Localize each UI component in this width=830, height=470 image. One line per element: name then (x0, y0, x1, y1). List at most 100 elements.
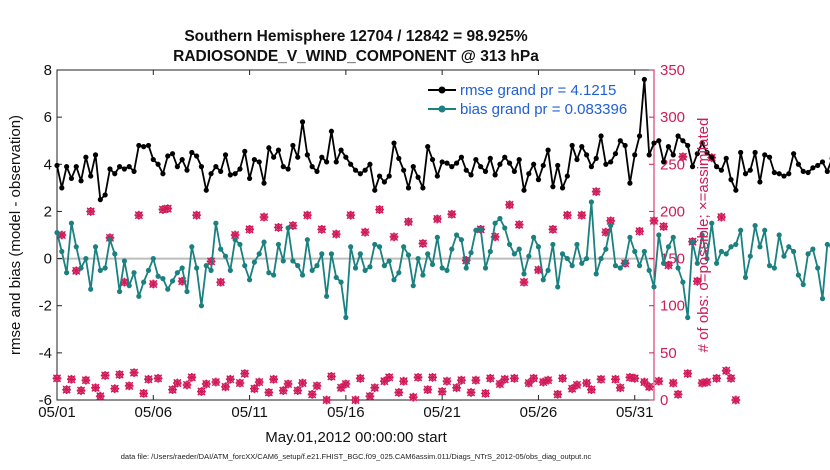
obs-assimilated-point (587, 385, 596, 395)
y-tick-label-right: 100 (660, 298, 685, 315)
rmse-point (824, 168, 830, 174)
obs-assimilated-point (538, 377, 548, 387)
bias-point (348, 244, 354, 250)
bias-point (165, 286, 171, 292)
x-axis-label: May.01,2012 00:00:00 start (265, 429, 447, 446)
obs-assimilated-point (490, 232, 500, 242)
bias-point (295, 263, 301, 269)
bias-point (73, 244, 79, 250)
bias-point (415, 255, 421, 262)
rmse-point (338, 147, 344, 153)
bias-point (280, 258, 286, 264)
rmse-point (213, 164, 219, 170)
rmse-point (54, 162, 60, 169)
obs-assimilated-point (649, 216, 659, 226)
obs-assimilated-point (404, 217, 413, 227)
rmse-point (598, 133, 604, 139)
bias-point (641, 248, 647, 255)
rmse-point (670, 152, 676, 158)
bias-point (136, 293, 142, 299)
rmse-point (261, 180, 267, 186)
rmse-point (675, 133, 681, 139)
bias-point (564, 255, 570, 262)
bias-point (603, 246, 609, 252)
rmse-point (348, 161, 354, 167)
rmse-point (444, 160, 450, 166)
bias-point (540, 277, 546, 283)
obs-assimilated-point (731, 395, 741, 405)
obs-assimilated-point (163, 204, 173, 213)
rmse-point (564, 173, 570, 179)
bias-point (694, 260, 700, 266)
obs-assimilated-point (278, 386, 288, 395)
rmse-point (266, 145, 272, 151)
rmse-point (381, 179, 387, 185)
rmse-point (203, 187, 209, 193)
bias-point (612, 263, 619, 269)
obs-assimilated-point (67, 374, 76, 384)
obs-assimilated-point (120, 277, 129, 287)
bias-point (468, 250, 474, 256)
bias-point (184, 288, 190, 295)
obs-assimilated-point (57, 230, 67, 240)
y-tick-label-right: 350 (660, 62, 685, 79)
bias-point (160, 276, 166, 282)
rmse-point (627, 180, 633, 186)
obs-assimilated-point (274, 223, 283, 232)
bias-point (256, 251, 262, 257)
rmse-point (766, 154, 773, 160)
legend: rmse grand pr = 4.1215 bias grand pr = 0… (428, 82, 627, 118)
rmse-point (531, 161, 537, 167)
obs-assimilated-point (668, 378, 678, 388)
rmse-point (410, 164, 416, 170)
bias-point (319, 251, 325, 257)
legend-marker-rmse (438, 86, 446, 94)
bias-point (661, 260, 667, 266)
rmse-point (194, 153, 200, 159)
bias-point (757, 244, 763, 250)
y-tick-label-right: 0 (660, 392, 668, 409)
obs-assimilated-point (225, 374, 235, 384)
obs-assimilated-point (543, 375, 553, 385)
obs-assimilated-point (216, 277, 226, 287)
rmse-point (78, 178, 84, 184)
rmse-point (771, 169, 777, 176)
rmse-point (439, 159, 445, 165)
obs-assimilated-point (596, 374, 606, 384)
bias-point (752, 222, 758, 229)
bias-point (83, 255, 89, 262)
bias-point (343, 314, 349, 321)
bias-point (218, 246, 224, 252)
bias-point (179, 265, 185, 271)
bias-point (617, 265, 623, 271)
bias-point (636, 263, 643, 269)
bias-point (680, 279, 686, 285)
obs-assimilated-point (134, 210, 144, 220)
bias-point (396, 270, 402, 276)
bias-point (150, 255, 156, 262)
obs-assimilated-point (177, 276, 187, 286)
rmse-point (285, 166, 291, 172)
obs-assimilated-point (62, 385, 72, 395)
x-tick-label: 05/16 (327, 404, 365, 421)
rmse-point (511, 168, 517, 174)
obs-assimilated-point (534, 265, 543, 275)
obs-assimilated-point (327, 372, 336, 381)
bias-point (251, 259, 257, 265)
rmse-point (680, 138, 686, 144)
obs-assimilated-point (485, 373, 495, 383)
obs-assimilated-point (639, 377, 649, 387)
obs-assimilated-point (52, 373, 62, 383)
obs-assimilated-point (360, 227, 370, 237)
bias-point (627, 234, 633, 240)
rmse-point (425, 144, 431, 150)
obs-assimilated-point (293, 386, 303, 395)
bias-point (805, 251, 811, 257)
y-tick-label-left: -4 (39, 345, 52, 362)
rmse-point (237, 166, 243, 172)
rmse-point (309, 164, 315, 170)
obs-assimilated-point (644, 382, 654, 392)
bias-point (819, 296, 826, 302)
rmse-point (319, 154, 325, 160)
obs-assimilated-point (442, 376, 452, 386)
